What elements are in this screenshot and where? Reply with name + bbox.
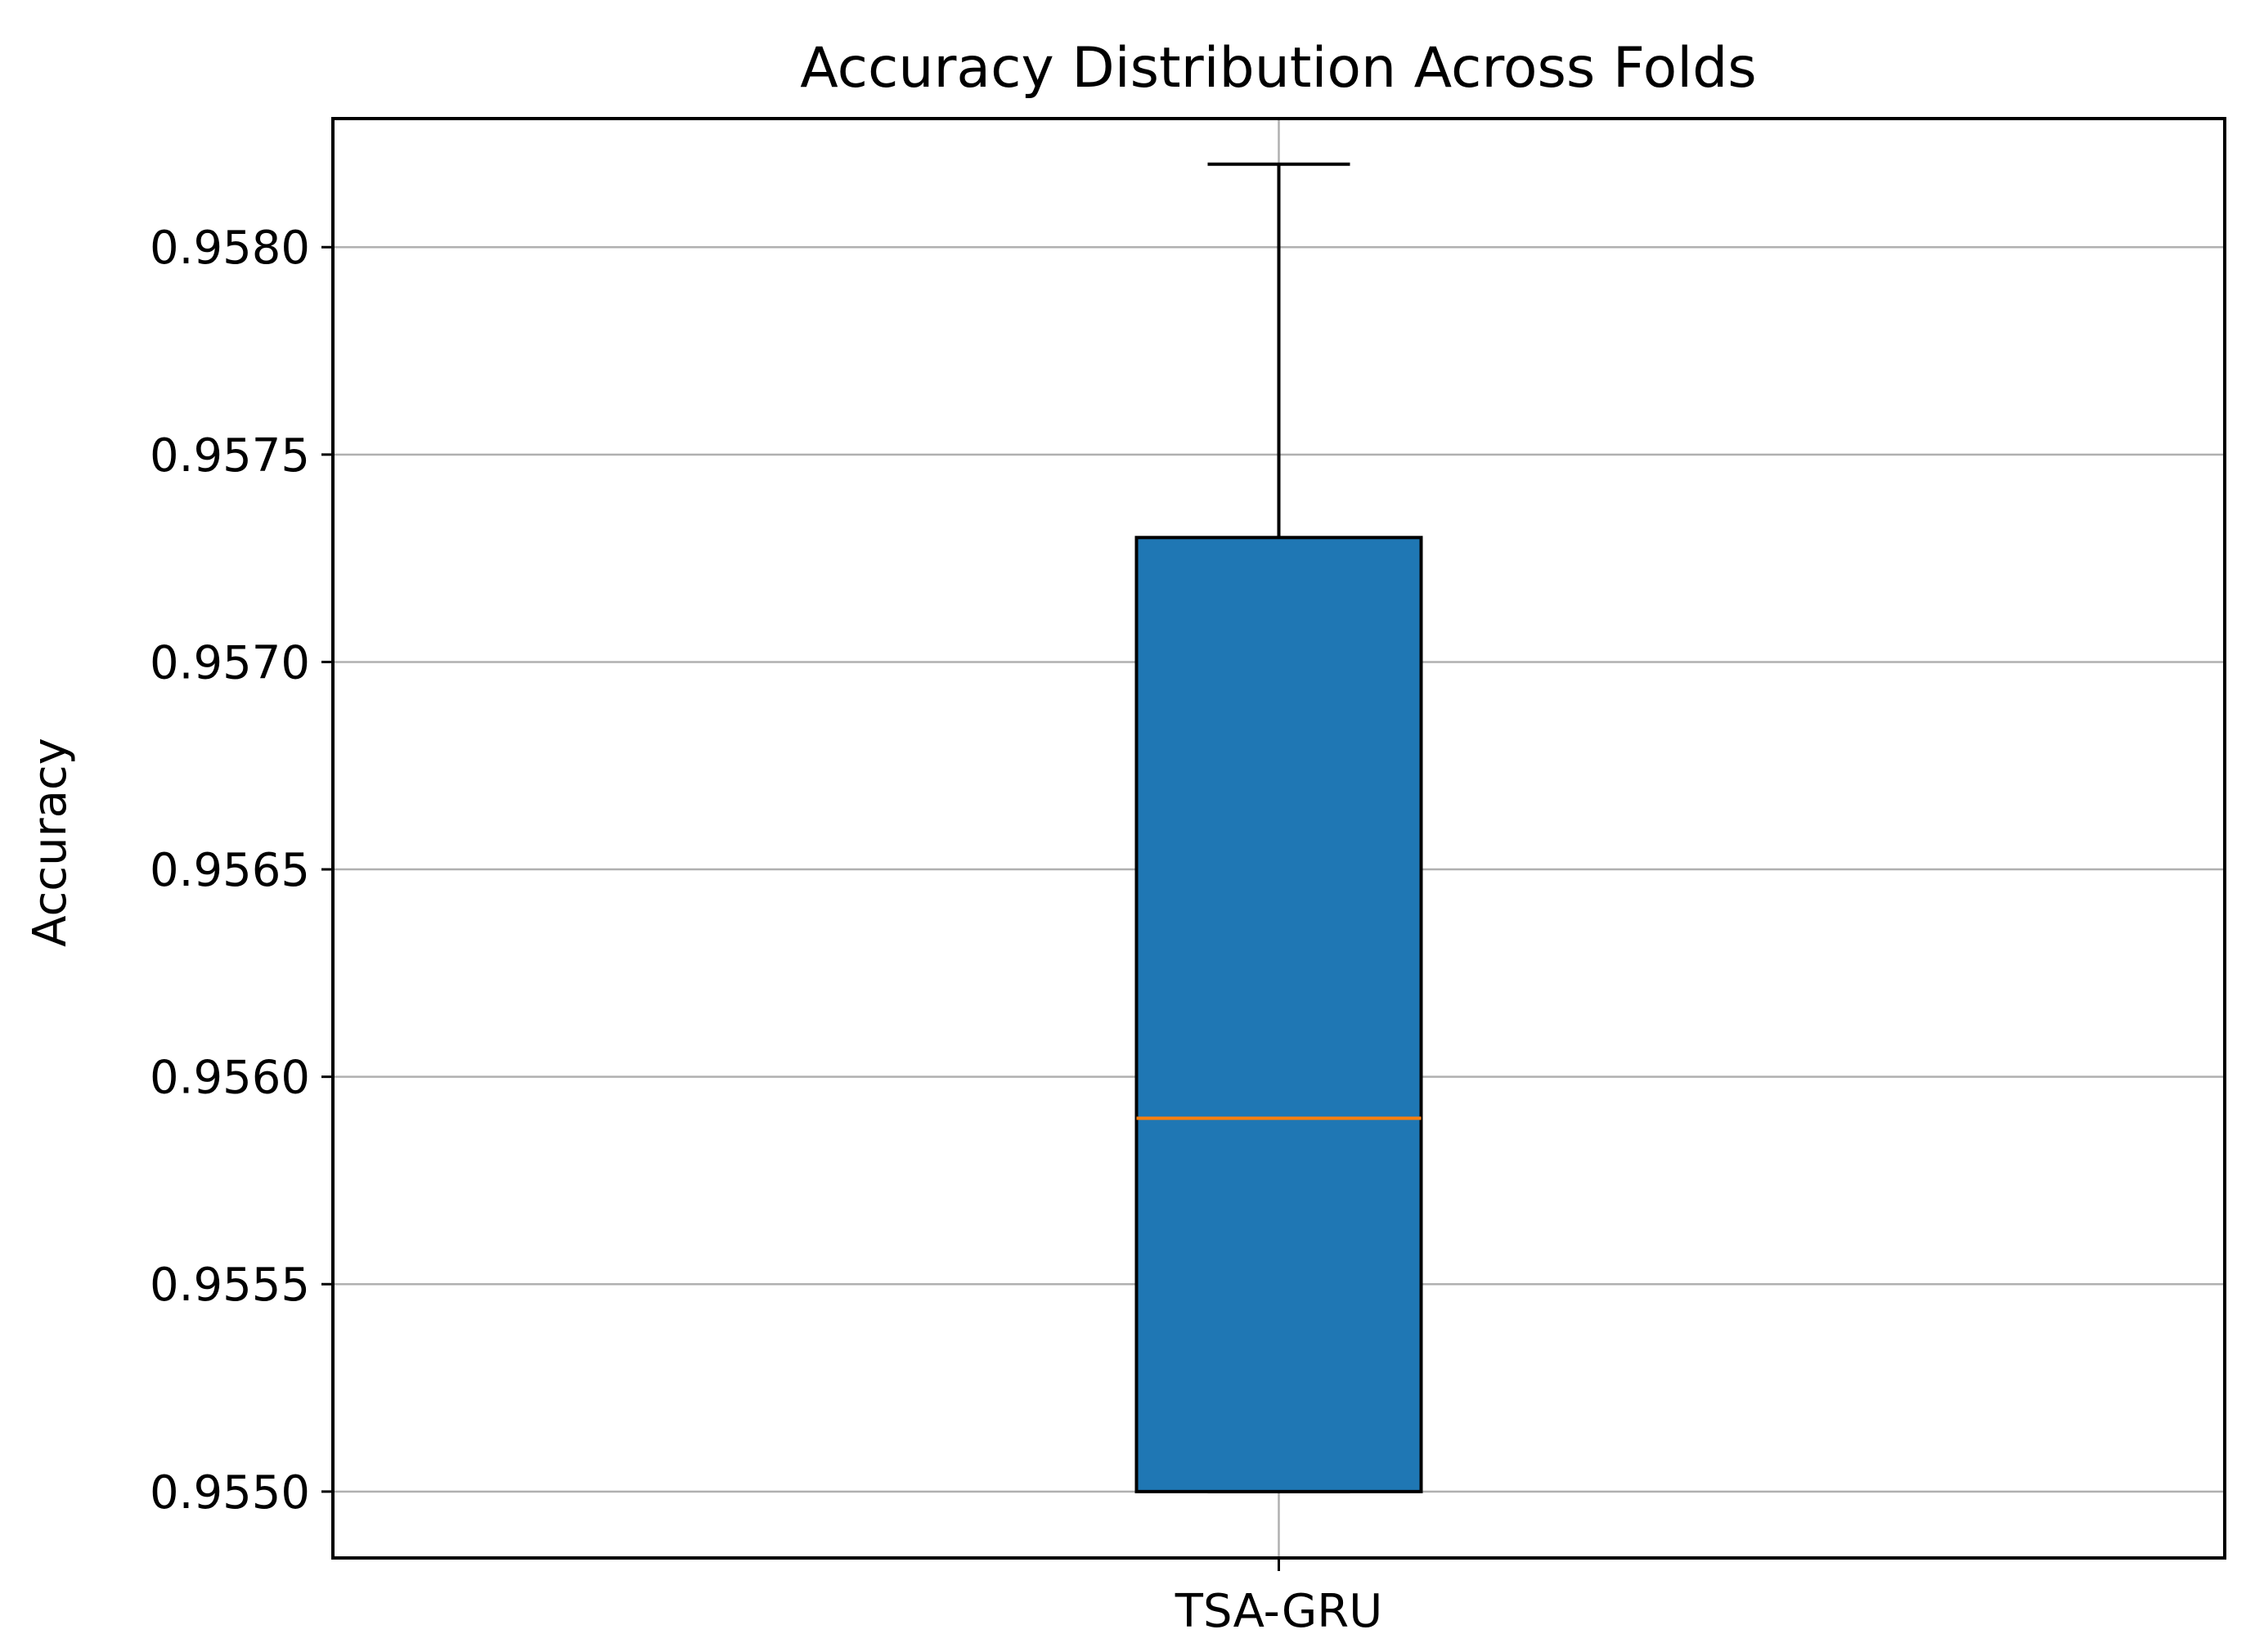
iqr-box <box>1134 536 1423 1493</box>
y-tick-label: 0.9565 <box>150 844 310 897</box>
y-tick-label: 0.9570 <box>150 636 310 689</box>
x-tick-label: TSA-GRU <box>1175 1585 1382 1638</box>
y-tick-label: 0.9575 <box>150 429 310 483</box>
plot-area-frame <box>331 117 2226 1560</box>
y-tick-label: 0.9555 <box>150 1259 310 1312</box>
y-axis-ticks: 0.9550 0.9555 0.9560 0.9565 0.9570 0.9575 0.95… <box>150 222 333 1520</box>
y-tick-label: 0.9550 <box>150 1466 310 1520</box>
chart-title: Accuracy Distribution Across Folds <box>800 36 1756 101</box>
box-layer <box>1134 162 1423 1493</box>
y-tick-label: 0.9560 <box>150 1052 310 1105</box>
y-axis-label: Accuracy <box>24 738 77 947</box>
x-axis-ticks: TSA-GRU <box>1175 1558 1382 1638</box>
y-tick-label: 0.9580 <box>150 222 310 275</box>
